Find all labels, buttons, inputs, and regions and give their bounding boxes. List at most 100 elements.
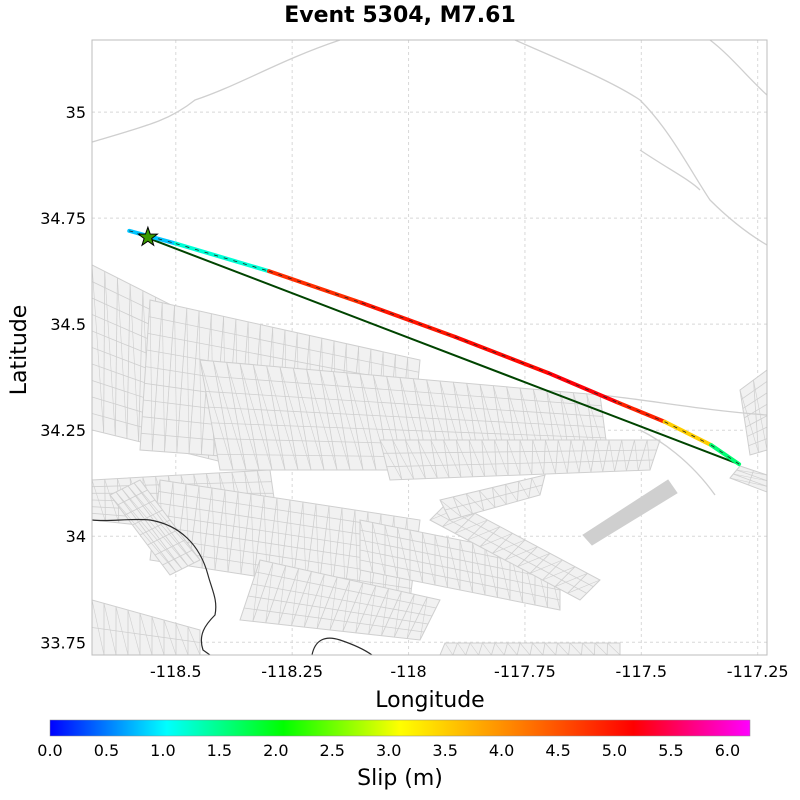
fault-mesh-line — [127, 485, 195, 564]
fault-mesh-line — [532, 439, 544, 475]
fault-mesh-line — [104, 271, 116, 436]
fault-mesh-line — [188, 310, 200, 454]
fault-mesh-line — [341, 507, 346, 591]
fault-mesh-line — [359, 519, 373, 573]
fault-mesh-line — [517, 546, 538, 567]
fault-mesh-line — [161, 302, 165, 452]
fault-mesh-line — [492, 539, 526, 554]
fault-mesh-line — [570, 439, 580, 473]
fault-mesh-line — [213, 361, 247, 471]
fault-trace — [709, 40, 767, 96]
fault-mesh-line — [554, 566, 576, 587]
fault-mesh-line — [381, 591, 402, 636]
fault-mesh-line — [115, 491, 183, 570]
fault-mesh-line — [175, 623, 189, 655]
fault-mesh-line — [163, 619, 177, 655]
fault-mesh-line — [602, 439, 610, 472]
map-layer — [92, 40, 767, 655]
fault-mesh-line — [315, 503, 320, 587]
x-tick-label: -117.25 — [727, 662, 789, 681]
colorbar-tick-label: 2.5 — [320, 741, 345, 760]
fault-mesh-line — [442, 513, 476, 527]
fault-mesh-line — [506, 439, 521, 476]
colorbar-tick-label: 5.5 — [658, 741, 683, 760]
fault-mesh-line — [733, 473, 767, 481]
fault-mesh-line — [252, 559, 261, 622]
fault-mesh-line — [316, 576, 338, 629]
fault-mesh-line — [469, 642, 479, 655]
fault-trace — [514, 40, 767, 246]
fault-mesh-line — [504, 539, 526, 561]
fault-mesh-line — [742, 392, 767, 409]
fault-mesh-line — [456, 439, 474, 477]
y-tick-label: 34.5 — [50, 315, 86, 334]
fault-trace — [599, 394, 767, 416]
fault-mesh-line — [250, 493, 255, 577]
fault-mesh-line — [393, 591, 402, 638]
fault-mesh-line — [406, 594, 415, 639]
fault-mesh-line — [344, 509, 356, 591]
fault-mesh-line — [744, 403, 767, 419]
hypocenter-star — [136, 225, 159, 247]
fault-mesh-line — [590, 439, 597, 473]
y-tick-label: 34 — [66, 527, 86, 546]
fault-mesh-line — [176, 308, 188, 453]
fault-mesh-line — [444, 642, 454, 655]
fault-mesh-line — [634, 439, 639, 471]
fault-mesh-line — [455, 439, 462, 478]
fault-mesh-line — [333, 371, 364, 471]
fault-mesh-line — [531, 439, 534, 475]
colorbar-title: Slip (m) — [357, 766, 443, 791]
fault-mesh-line — [736, 469, 767, 476]
fault-mesh-line — [392, 439, 414, 480]
fault-mesh-line — [92, 599, 105, 655]
fault-mesh-line — [354, 509, 359, 593]
colorbar-tick-label: 2.0 — [263, 741, 288, 760]
colorbar-tick-label: 1.0 — [150, 741, 175, 760]
fault-mesh-line — [484, 544, 498, 598]
y-tick-label: 34.25 — [40, 421, 86, 440]
fault-mesh-line — [467, 519, 488, 541]
fault-mesh-line — [198, 310, 202, 455]
plot-frame — [91, 39, 768, 656]
colorbar-gradient — [49, 719, 751, 737]
fault-mesh-line — [226, 362, 247, 471]
fault-mesh-line — [745, 415, 767, 428]
fault-mesh-line — [278, 565, 287, 625]
fault-mesh-line — [139, 613, 153, 655]
fault-mesh-line — [346, 372, 377, 471]
x-tick-label: -117.75 — [494, 662, 556, 681]
fault-mesh-line — [332, 371, 351, 471]
fault-mesh-line — [151, 302, 163, 451]
fault-mesh-line — [554, 573, 588, 587]
x-tick-label: -118 — [390, 662, 426, 681]
fault-mesh-line — [492, 487, 507, 505]
fault-mesh-line — [303, 574, 325, 628]
colorbar-tick-label: 0.0 — [37, 741, 62, 760]
fault-mesh-line — [291, 568, 299, 626]
rupture-segment — [709, 443, 742, 467]
colorbar-tick-label: 1.5 — [207, 741, 232, 760]
rupture-trace-line — [129, 230, 176, 244]
fault-mesh-line — [247, 595, 429, 625]
colorbar-tick-label: 5.0 — [602, 741, 627, 760]
fault-mesh-line — [581, 642, 583, 655]
fault-outline — [128, 229, 740, 466]
fault-mesh-line — [251, 583, 433, 617]
fault-mesh — [739, 369, 767, 456]
fault-mesh-line — [92, 264, 104, 433]
fault-mesh-line — [494, 642, 505, 655]
fault-mesh-line — [567, 573, 588, 594]
fault-mesh-line — [279, 366, 299, 471]
fault-mesh-line — [133, 482, 201, 561]
fault-mesh-line — [198, 485, 203, 569]
fault-mesh — [439, 474, 546, 521]
fault-mesh-line — [265, 562, 274, 623]
fault-mesh-line — [359, 373, 377, 471]
x-tick-label: -117.5 — [616, 662, 668, 681]
fault-mesh-line — [186, 308, 190, 454]
fault-mesh-line — [104, 479, 120, 523]
fault-mesh-line — [211, 422, 606, 439]
fault-mesh-line — [359, 539, 561, 581]
